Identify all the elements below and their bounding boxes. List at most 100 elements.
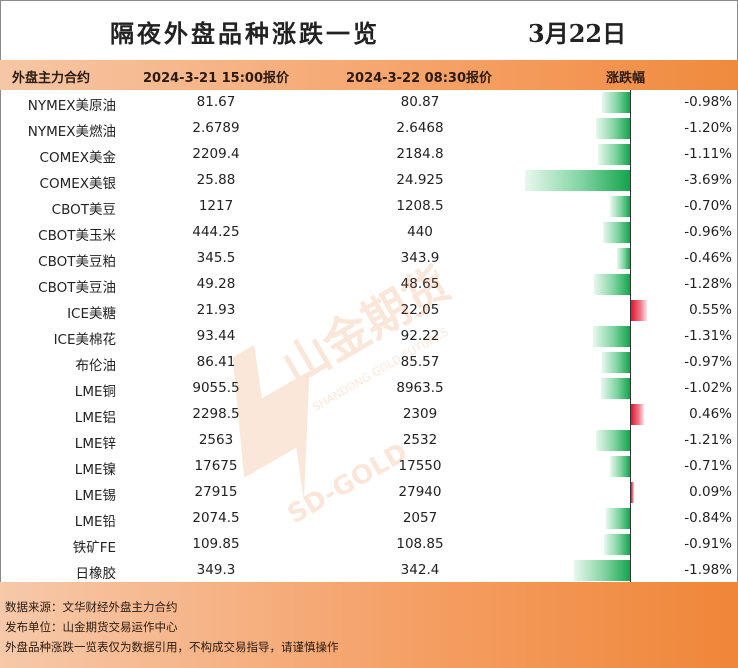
change-bar — [595, 430, 630, 451]
table-row: COMEX美银 25.88 24.925 -3.69% — [0, 168, 738, 194]
change-percent: -0.97% — [684, 354, 732, 370]
change-percent: -3.69% — [684, 172, 732, 188]
table-row: LME锌 2563 2532 -1.21% — [0, 428, 738, 454]
change-percent: -1.21% — [684, 432, 732, 448]
price-2: 85.57 — [400, 354, 440, 370]
change-bar — [616, 248, 630, 269]
contract-name: LME铅 — [74, 514, 116, 530]
price-2: 27940 — [398, 484, 442, 500]
footer-publisher: 发布单位：山金期货交易运作中心 — [5, 620, 178, 634]
price-1: 17675 — [194, 458, 238, 474]
change-percent: -0.98% — [684, 94, 732, 110]
change-bar — [606, 508, 630, 529]
price-1: 349.3 — [196, 562, 236, 578]
contract-name: 日橡胶 — [75, 566, 117, 582]
price-2: 343.9 — [400, 250, 440, 266]
price-2: 92.22 — [400, 328, 440, 344]
price-1: 444.25 — [192, 224, 240, 240]
change-bar — [595, 118, 630, 139]
contract-name: ICE美糖 — [67, 306, 116, 322]
contract-name: LME锌 — [74, 436, 116, 452]
price-1: 93.44 — [196, 328, 236, 344]
price-1: 109.85 — [192, 536, 240, 552]
price-1: 25.88 — [196, 172, 236, 188]
change-percent: -0.91% — [684, 536, 732, 552]
header-contract: 外盘主力合约 — [12, 71, 91, 86]
price-1: 27915 — [194, 484, 238, 500]
table-row: CBOT美豆油 49.28 48.65 -1.28% — [0, 272, 738, 298]
price-2: 108.85 — [396, 536, 444, 552]
table-row: 日橡胶 349.3 342.4 -1.98% — [0, 558, 738, 584]
price-2: 48.65 — [400, 276, 440, 292]
change-bar — [524, 170, 630, 191]
price-1: 9055.5 — [192, 380, 240, 396]
price-2: 342.4 — [400, 562, 440, 578]
change-percent: 0.09% — [689, 484, 732, 500]
price-1: 1217 — [198, 198, 234, 214]
page-title: 隔夜外盘品种涨跌一览 — [110, 19, 380, 48]
price-2: 24.925 — [396, 172, 444, 188]
price-2: 440 — [407, 224, 433, 240]
change-percent: -0.96% — [684, 224, 732, 240]
price-1: 2563 — [198, 432, 234, 448]
change-percent: -0.46% — [684, 250, 732, 266]
price-2: 2057 — [402, 510, 438, 526]
change-percent: -1.31% — [684, 328, 732, 344]
change-bar — [602, 352, 630, 373]
contract-name: NYMEX美原油 — [27, 98, 116, 114]
header-change: 涨跌幅 — [606, 71, 646, 86]
contract-name: LME铝 — [74, 410, 116, 426]
table-row: CBOT美豆 1217 1208.5 -0.70% — [0, 194, 738, 220]
change-bar — [631, 300, 647, 321]
price-2: 17550 — [398, 458, 442, 474]
contract-name: COMEX美银 — [39, 176, 116, 192]
title-bar: 隔夜外盘品种涨跌一览 3月22日 — [0, 0, 738, 60]
price-1: 345.5 — [196, 250, 236, 266]
price-2: 2.6468 — [396, 120, 444, 136]
contract-name: 铁矿FE — [72, 540, 116, 556]
table-row: LME铜 9055.5 8963.5 -1.02% — [0, 376, 738, 402]
price-1: 81.67 — [196, 94, 236, 110]
change-percent: -1.20% — [684, 120, 732, 136]
price-1: 49.28 — [196, 276, 236, 292]
price-1: 2.6789 — [192, 120, 240, 136]
change-bar — [592, 326, 630, 347]
change-percent: -0.70% — [684, 198, 732, 214]
change-bar — [604, 534, 630, 555]
contract-name: CBOT美豆 — [51, 202, 116, 218]
table-row: 铁矿FE 109.85 108.85 -0.91% — [0, 532, 738, 558]
change-bar — [602, 92, 630, 113]
table-row: LME铅 2074.5 2057 -0.84% — [0, 506, 738, 532]
contract-name: CBOT美豆油 — [38, 280, 116, 296]
change-bar — [609, 456, 630, 477]
contract-name: LME铜 — [74, 384, 116, 400]
table-row: LME锡 27915 27940 0.09% — [0, 480, 738, 506]
contract-name: LME锡 — [74, 488, 116, 504]
contract-name: CBOT美豆粕 — [38, 254, 116, 270]
change-percent: -1.11% — [684, 146, 732, 162]
change-percent: 0.46% — [689, 406, 732, 422]
price-1: 86.41 — [196, 354, 236, 370]
change-percent: -1.28% — [684, 276, 732, 292]
change-bar — [631, 482, 634, 503]
price-2: 2309 — [402, 406, 438, 422]
table-row: ICE美糖 21.93 22.05 0.55% — [0, 298, 738, 324]
price-1: 2074.5 — [192, 510, 240, 526]
contract-name: COMEX美金 — [39, 150, 116, 166]
price-1: 21.93 — [196, 302, 236, 318]
table-row: NYMEX美原油 81.67 80.87 -0.98% — [0, 90, 738, 116]
header-price1: 2024-3-21 15:00报价 — [143, 71, 290, 86]
price-2: 2532 — [402, 432, 438, 448]
change-bar — [600, 378, 630, 399]
table-row: LME铝 2298.5 2309 0.46% — [0, 402, 738, 428]
table-header: 外盘主力合约 2024-3-21 15:00报价 2024-3-22 08:30… — [0, 60, 738, 90]
table-row: CBOT美豆粕 345.5 343.9 -0.46% — [0, 246, 738, 272]
footer: 数据来源：文华财经外盘主力合约 发布单位：山金期货交易运作中心 外盘品种涨跌一览… — [0, 582, 738, 668]
table-row: LME镍 17675 17550 -0.71% — [0, 454, 738, 480]
contract-name: ICE美棉花 — [53, 332, 116, 348]
change-percent: -1.02% — [684, 380, 732, 396]
table-row: COMEX美金 2209.4 2184.8 -1.11% — [0, 142, 738, 168]
table-row: CBOT美玉米 444.25 440 -0.96% — [0, 220, 738, 246]
change-bar — [593, 274, 630, 295]
price-2: 1208.5 — [396, 198, 444, 214]
